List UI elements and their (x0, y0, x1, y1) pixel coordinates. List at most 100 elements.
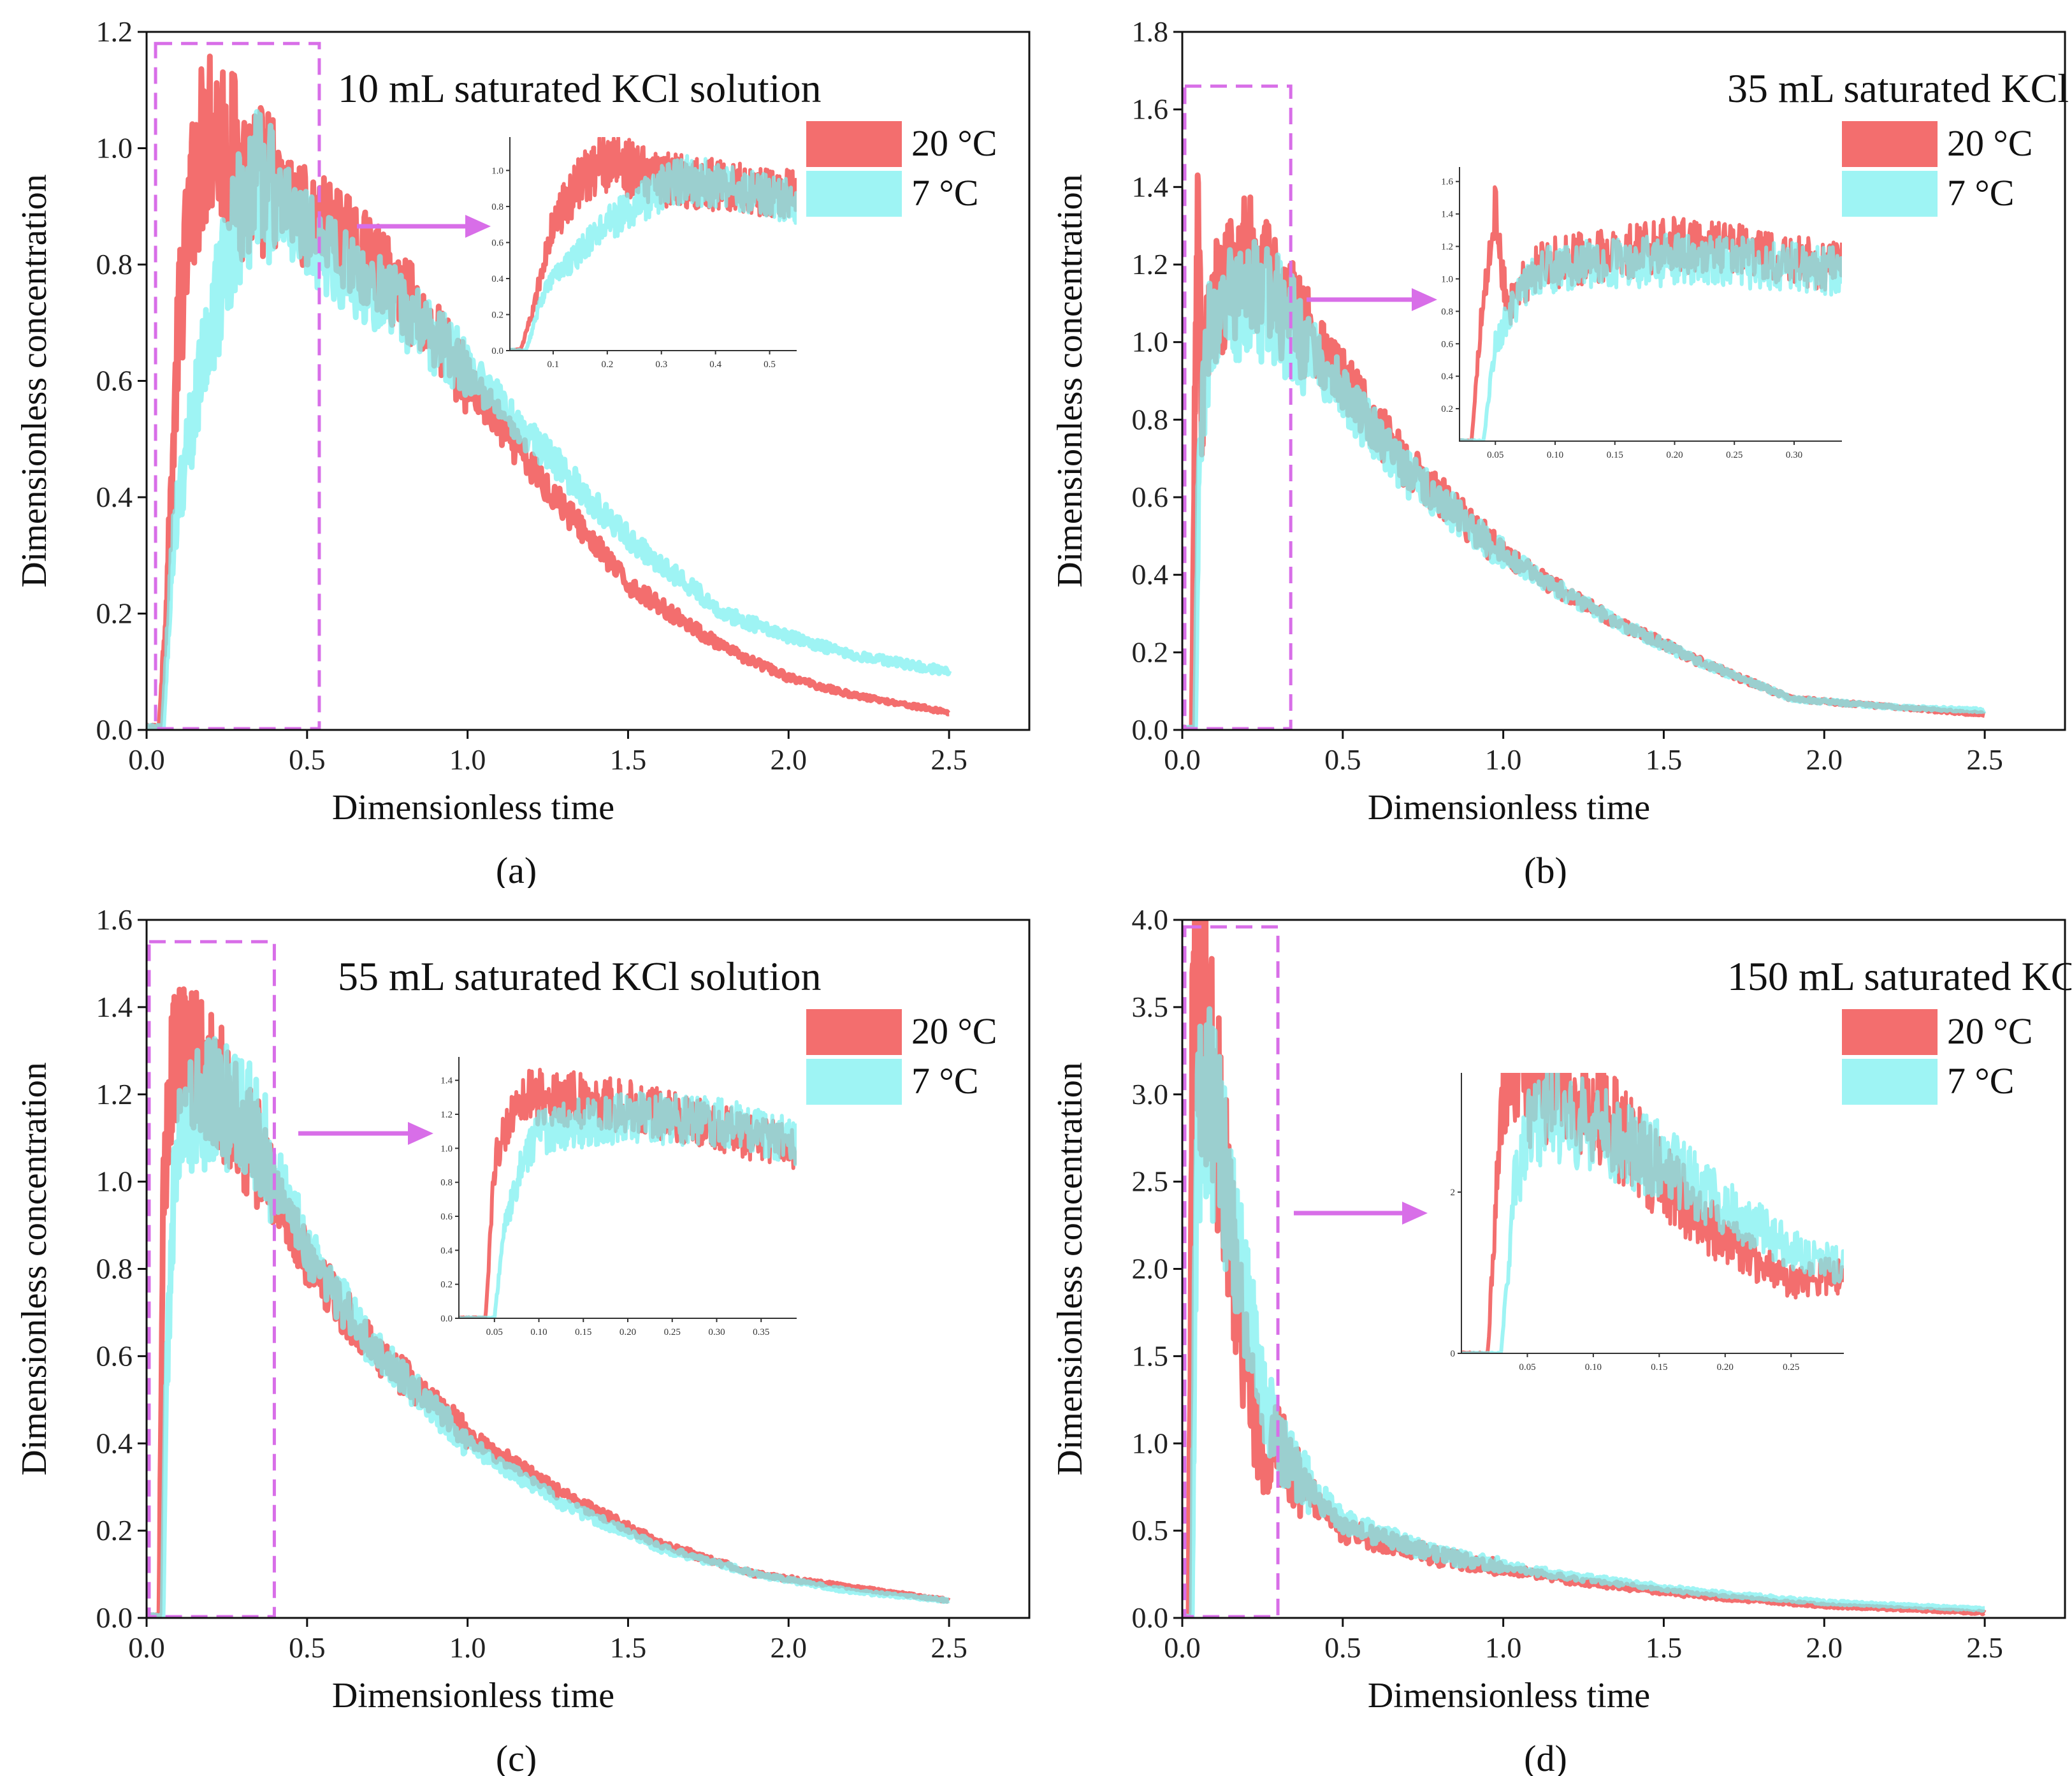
y-tick-label: 0.2 (1132, 636, 1169, 668)
inset-y-tick-label: 0.0 (440, 1314, 453, 1324)
inset-x-tick-label: 0.05 (1487, 450, 1503, 460)
inset-y-tick-label: 0 (1451, 1349, 1456, 1359)
inset-y-tick-label: 0.2 (440, 1280, 453, 1290)
inset-y-tick-label: 0.8 (491, 202, 504, 212)
y-tick-label: 0.0 (96, 1601, 133, 1634)
inset-y-tick-label: 1.4 (440, 1076, 453, 1086)
highlight-box (154, 41, 321, 731)
y-tick-label: 2.5 (1132, 1165, 1169, 1198)
inset-x-tick-label: 0.3 (655, 360, 667, 370)
legend-label: 20 °C (1947, 1010, 2032, 1052)
x-tick-label: 1.0 (1485, 1631, 1522, 1664)
inset-x-tick-label: 0.10 (1547, 450, 1563, 460)
x-tick-label: 0.0 (1164, 743, 1201, 776)
inset-y-tick-label: 1.0 (440, 1144, 453, 1154)
legend-label: 7 °C (911, 172, 978, 214)
chart-svg: 0.0 0.5 1.0 1.5 2.0 2.5 0.0 0.2 0.4 0.6 0.8 1.0 1.2 1… (15, 903, 1031, 1776)
inset-y-tick-label: 1.0 (1441, 274, 1453, 284)
inset-x-tick-label: 0.4 (709, 360, 721, 370)
y-tick-label: 4.0 (1132, 903, 1169, 936)
y-tick-label: 1.2 (1132, 248, 1169, 280)
inset-x-tick-label: 0.15 (575, 1327, 591, 1337)
legend-swatch (1842, 171, 1938, 217)
series-line (147, 1036, 951, 1618)
x-tick-label: 2.0 (1806, 743, 1843, 776)
x-tick-label: 0.5 (1324, 743, 1361, 776)
y-tick-label: 0.0 (1132, 713, 1169, 746)
chart-svg: 0.0 0.5 1.0 1.5 2.0 2.5 0.0 0.2 0.4 0.6 0.8 1.0 1.2 D… (15, 15, 1031, 888)
x-tick-label: 0.5 (289, 1631, 326, 1664)
inset-x-tick-label: 0.5 (764, 360, 776, 370)
inset-y-tick-label: 0.2 (491, 310, 504, 320)
x-tick-label: 1.0 (449, 743, 486, 776)
inset-y-tick-label: 2 (1451, 1188, 1456, 1198)
y-tick-label: 0.0 (96, 713, 133, 746)
y-tick-label: 1.8 (1132, 15, 1169, 48)
inset-x-tick-label: 0.25 (1726, 450, 1742, 460)
y-tick-label: 0.6 (96, 365, 133, 397)
x-tick-label: 2.0 (1806, 1631, 1843, 1664)
highlight-box (147, 940, 276, 1619)
inset-x-tick-label: 0.25 (1783, 1362, 1799, 1372)
series-line (147, 109, 952, 730)
x-tick-label: 2.0 (771, 743, 808, 776)
inset-y-tick-label: 0.6 (1441, 339, 1453, 349)
inset-x-tick-label: 0.20 (619, 1327, 636, 1337)
y-tick-label: 1.0 (96, 132, 133, 164)
x-tick-label: 1.5 (610, 1631, 647, 1664)
x-axis-label: Dimensionless time (1368, 1676, 1650, 1715)
y-axis-label: Dimensionless concentration (15, 174, 54, 588)
inset-x-tick-label: 0.1 (547, 360, 560, 370)
x-tick-label: 0.0 (128, 743, 165, 776)
x-tick-label: 0.5 (289, 743, 326, 776)
y-axis-label: Dimensionless concentration (15, 1062, 54, 1476)
legend-swatch (806, 171, 902, 217)
panel-d: 0.0 0.5 1.0 1.5 2.0 2.5 0.0 0.5 1.0 1.5 2.0 2.5 3.0 3… (1036, 888, 2071, 1776)
y-tick-label: 0.8 (1132, 403, 1169, 435)
y-tick-label: 0.0 (1132, 1601, 1169, 1634)
inset-y-tick-label: 1.2 (440, 1110, 453, 1120)
x-tick-label: 2.0 (771, 1631, 808, 1664)
inset-y-tick-label: 0.8 (1441, 307, 1453, 317)
inset-x-tick-label: 0.05 (1519, 1362, 1535, 1372)
chart-title: 35 mL saturated KCl solution (1727, 66, 2071, 111)
y-tick-label: 0.8 (96, 1253, 133, 1285)
inset-y-tick-label: 0.8 (440, 1178, 453, 1188)
chart-title: 55 mL saturated KCl solution (338, 954, 821, 999)
x-tick-label: 2.5 (931, 743, 967, 776)
panel-a: 0.0 0.5 1.0 1.5 2.0 2.5 0.0 0.2 0.4 0.6 0.8 1.0 1.2 D… (0, 0, 1036, 888)
x-tick-label: 2.5 (1966, 743, 2003, 776)
inset-x-tick-label: 0.20 (1717, 1362, 1734, 1372)
arrow-head-icon (465, 215, 491, 238)
x-tick-label: 1.5 (610, 743, 647, 776)
inset-series-line (510, 137, 797, 351)
inset-y-tick-label: 0.2 (1441, 404, 1453, 414)
arrow-head-icon (1402, 1202, 1428, 1225)
arrow-head-icon (408, 1122, 433, 1145)
inset-y-tick-label: 0.6 (491, 238, 504, 248)
inset-y-tick-label: 0.4 (440, 1246, 453, 1256)
series-line (1182, 238, 1987, 730)
legend-swatch (806, 1059, 902, 1105)
inset-y-tick-label: 1.0 (491, 166, 504, 176)
inset-x-tick-label: 0.20 (1666, 450, 1683, 460)
y-tick-label: 1.0 (1132, 1427, 1169, 1459)
x-tick-label: 2.5 (931, 1631, 967, 1664)
x-tick-label: 1.0 (1485, 743, 1522, 776)
inset-x-tick-label: 0.15 (1607, 450, 1623, 460)
y-tick-label: 1.2 (96, 15, 133, 48)
inset-x-tick-label: 0.30 (1786, 450, 1802, 460)
x-axis-label: Dimensionless time (1368, 788, 1650, 827)
panel-b: 0.0 0.5 1.0 1.5 2.0 2.5 0.0 0.2 0.4 0.6 0.8 1.0 1.2 1… (1036, 0, 2071, 888)
chart-svg: 0.0 0.5 1.0 1.5 2.0 2.5 0.0 0.5 1.0 1.5 2.0 2.5 3.0 3… (1050, 903, 2071, 1776)
inset-series-line (1460, 232, 1842, 441)
y-tick-label: 1.4 (96, 991, 133, 1023)
x-tick-label: 0.5 (1324, 1631, 1361, 1664)
x-tick-label: 1.5 (1646, 743, 1683, 776)
chart-svg: 0.0 0.5 1.0 1.5 2.0 2.5 0.0 0.2 0.4 0.6 0.8 1.0 1.2 1… (1050, 15, 2071, 888)
y-axis-label: Dimensionless concentration (1050, 1062, 1090, 1476)
plot-frame (1181, 31, 2066, 731)
inset-x-tick-label: 0.10 (530, 1327, 547, 1337)
inset-x-tick-label: 0.25 (664, 1327, 681, 1337)
inset-y-tick-label: 0.6 (440, 1212, 453, 1222)
